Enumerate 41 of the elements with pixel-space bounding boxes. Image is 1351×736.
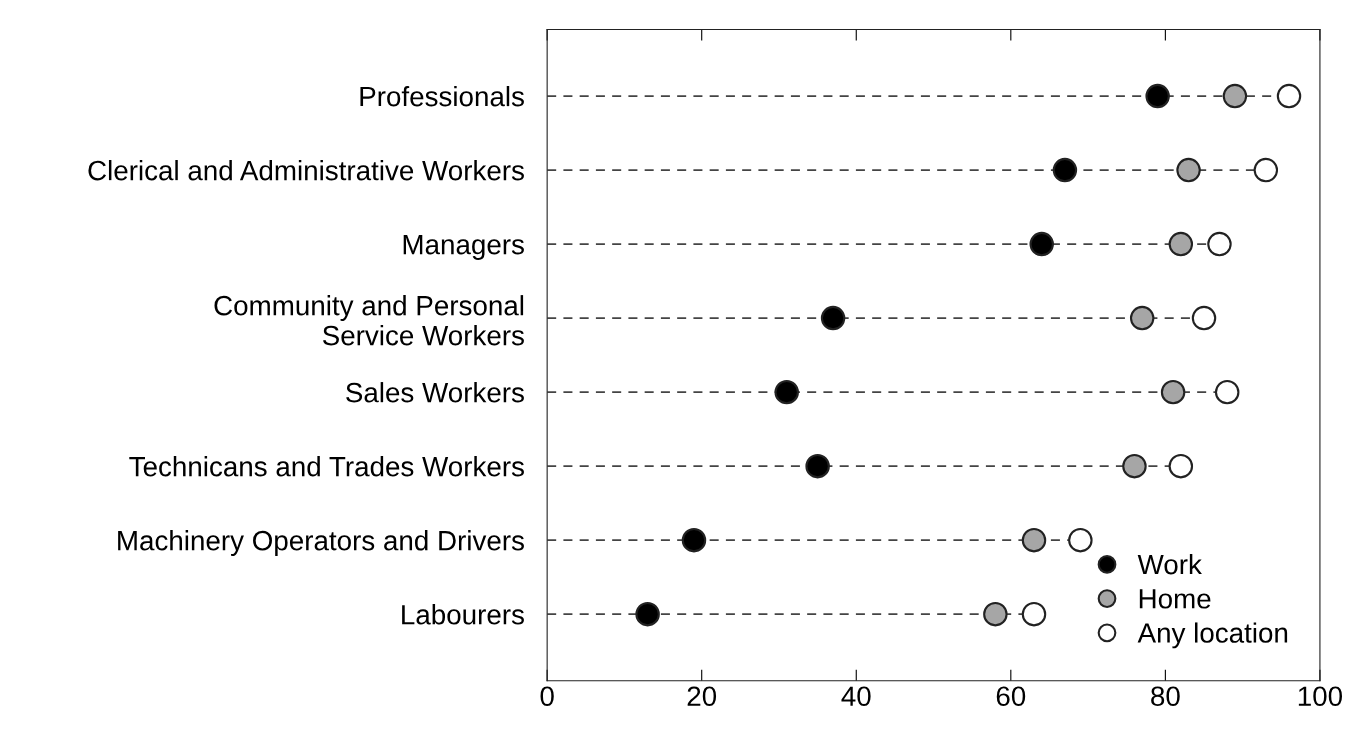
point bbox=[1176, 157, 1201, 183]
point bbox=[1207, 231, 1232, 257]
y-tick-label: Machinery Operators and Drivers bbox=[118, 530, 524, 556]
point bbox=[1276, 83, 1302, 109]
point bbox=[635, 601, 660, 627]
legend-label: Home bbox=[1139, 589, 1211, 609]
point bbox=[1122, 453, 1147, 479]
point bbox=[1214, 379, 1240, 405]
legend-label: Work bbox=[1137, 553, 1202, 575]
point bbox=[805, 453, 830, 479]
point bbox=[1168, 231, 1194, 257]
x-tick-label: 60 bbox=[996, 686, 1026, 707]
point bbox=[1029, 231, 1054, 257]
point bbox=[1253, 157, 1279, 183]
point bbox=[1068, 527, 1093, 553]
x-tick-label: 80 bbox=[1151, 686, 1180, 707]
point bbox=[983, 601, 1008, 627]
legend-label: Any location bbox=[1137, 622, 1288, 649]
y-tick-label: Community and Personal Service Workers bbox=[214, 295, 524, 346]
point bbox=[681, 527, 707, 553]
point bbox=[1222, 83, 1248, 109]
point bbox=[1021, 527, 1047, 553]
y-tick-label: Labourers bbox=[402, 604, 524, 625]
y-tick-label: Managers bbox=[403, 235, 524, 260]
point bbox=[1160, 379, 1186, 405]
y-tick-label: Sales Workers bbox=[346, 382, 524, 403]
point bbox=[1191, 305, 1217, 331]
point bbox=[1021, 601, 1047, 627]
y-tick-label: Professionals bbox=[360, 85, 524, 107]
point bbox=[1168, 453, 1194, 479]
y-tick-label: Clerical and Administrative Workers bbox=[88, 160, 524, 181]
x-tick-label: 0 bbox=[540, 686, 554, 707]
point bbox=[774, 379, 799, 405]
x-tick-label: 100 bbox=[1298, 686, 1343, 707]
x-tick-label: 20 bbox=[687, 686, 717, 707]
point bbox=[1129, 305, 1155, 331]
y-tick-label: Technicans and Trades Workers bbox=[129, 456, 524, 477]
point bbox=[1145, 83, 1170, 109]
x-tick-label: 40 bbox=[841, 686, 871, 707]
point bbox=[1052, 157, 1078, 183]
point bbox=[820, 305, 846, 331]
